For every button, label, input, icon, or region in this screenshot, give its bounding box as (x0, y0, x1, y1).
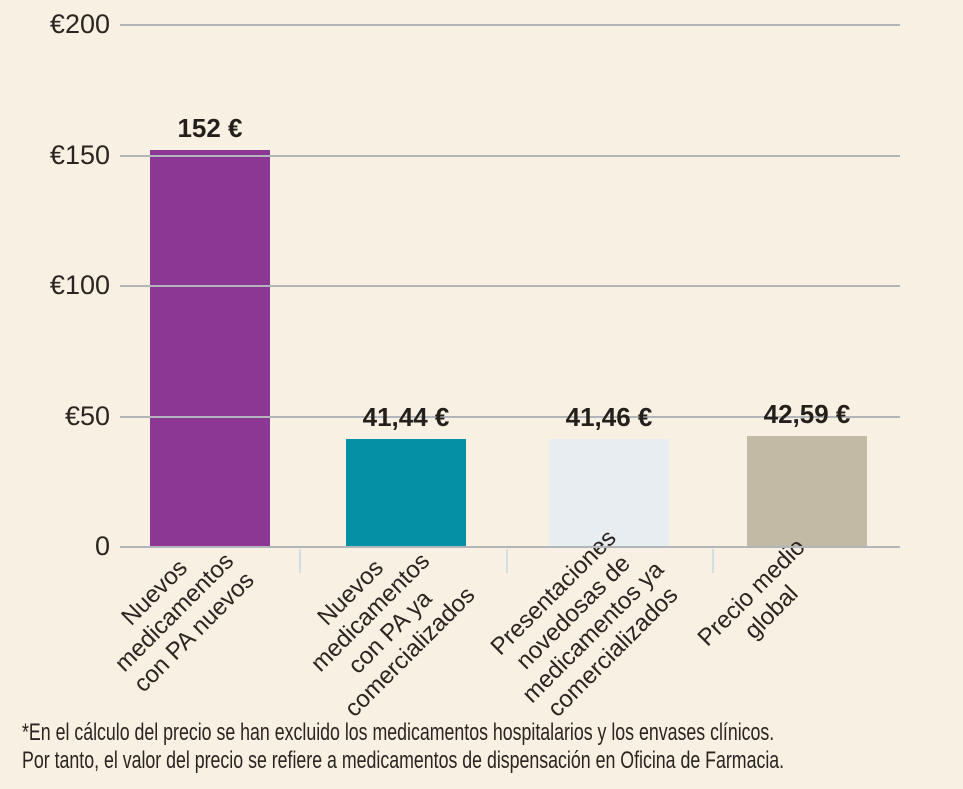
value-label-2: 41,44 € (362, 401, 450, 432)
gridline-150 (120, 154, 900, 157)
y-tick-label-0: 0 (94, 531, 110, 561)
gridline-50 (120, 415, 900, 418)
y-tick-label-200: €200 (49, 9, 110, 39)
gridline-0 (120, 546, 900, 548)
value-label-3: 41,46 € (565, 401, 653, 432)
footnote-line-2: Por tanto, el valor del precio se refier… (22, 747, 785, 774)
bar-1 (150, 150, 270, 547)
y-tick-label-50: €50 (64, 400, 110, 431)
axis-separator-tick-3 (712, 549, 714, 573)
y-tick-label-150: €150 (49, 139, 110, 170)
footnote: *En el cálculo del precio se han excluid… (22, 719, 784, 775)
value-label-1: 152 € (177, 113, 243, 144)
axis-separator-tick-2 (506, 549, 508, 573)
bar-2 (346, 438, 466, 547)
bar-4 (747, 435, 867, 547)
axis-separator-tick-1 (299, 549, 301, 573)
footnote-line-1: *En el cálculo del precio se han excluid… (22, 719, 775, 746)
gridline-100 (120, 285, 900, 287)
y-tick-label-100: €100 (49, 270, 110, 300)
value-label-4: 42,59 € (763, 398, 851, 429)
bar-3 (549, 438, 669, 547)
gridline-200 (120, 24, 900, 26)
